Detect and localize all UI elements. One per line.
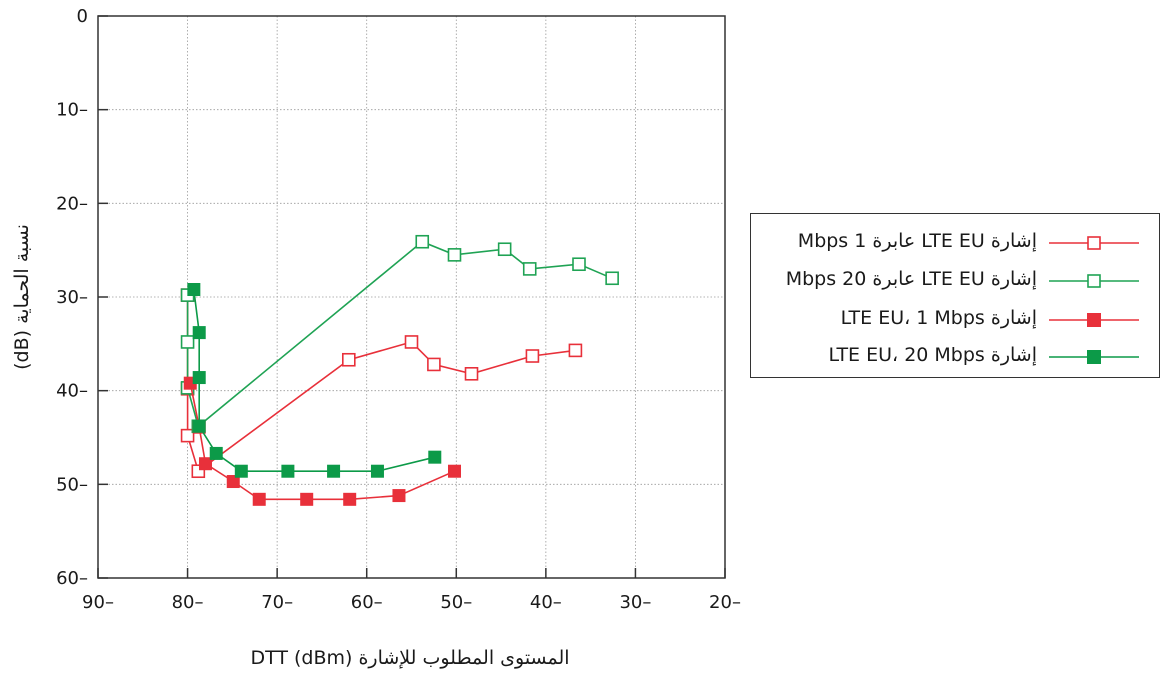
data-point (404, 335, 419, 349)
data-point (572, 257, 586, 272)
x-tick-label: 70– (261, 592, 293, 613)
legend-label: إشارة LTE EU، 1 Mbps (840, 307, 1037, 329)
data-point (192, 326, 206, 340)
y-tick-label: 20– (56, 193, 88, 214)
x-tick-label: 80– (172, 592, 204, 613)
legend-label: إشارة LTE EU عابرة 20 Mbps (785, 268, 1037, 290)
legend-label: إشارة LTE EU عابرة 1 Mbps (797, 230, 1037, 252)
data-point (341, 352, 356, 367)
data-point (198, 457, 212, 471)
legend-item: إشارة LTE EU، 20 Mbps (751, 338, 1159, 376)
data-point (234, 464, 248, 478)
series-1 (180, 288, 583, 479)
data-point (605, 271, 619, 286)
legend-swatch-filled-green (1049, 350, 1139, 364)
data-point (180, 428, 195, 443)
x-tick-label: 50– (440, 592, 472, 613)
x-axis-ticks: 90– 80– 70– 60– 50– 40– 30– 20– (82, 568, 741, 613)
series-line (193, 289, 435, 473)
x-axis-label: المستوى المطلوب للإشارة DTT (dBm) (250, 647, 569, 669)
legend-item: إشارة LTE EU، 1 Mbps (751, 301, 1159, 339)
data-point (300, 492, 314, 506)
series-4 (187, 283, 442, 478)
data-point (180, 335, 195, 349)
y-tick-label: 10– (56, 100, 88, 121)
y-tick-label: 30– (56, 287, 88, 308)
data-point (427, 357, 441, 372)
data-point (327, 464, 341, 478)
legend-item: إشارة LTE EU عابرة 1 Mbps (751, 224, 1159, 262)
data-point (392, 489, 406, 503)
data-point (370, 464, 384, 478)
legend-swatch-open-green (1049, 274, 1139, 288)
data-point (187, 283, 201, 297)
data-point (281, 464, 295, 478)
series-line (186, 240, 613, 428)
data-point (568, 343, 583, 358)
x-tick-label: 90– (82, 592, 114, 613)
series-layer (180, 234, 619, 506)
y-axis-label: نسبة الحماية (dB) (11, 224, 33, 370)
data-point (192, 371, 206, 385)
legend-swatch-filled-red (1049, 313, 1139, 327)
y-tick-label: 60– (56, 568, 88, 589)
data-point (447, 248, 462, 262)
x-tick-label: 30– (619, 592, 651, 613)
y-tick-label: 0 (77, 6, 88, 27)
data-point (226, 475, 240, 489)
data-point (525, 349, 540, 363)
data-point (343, 492, 357, 506)
y-tick-label: 40– (56, 381, 88, 402)
data-point (428, 450, 442, 464)
series-line (186, 295, 576, 473)
data-point (415, 234, 430, 249)
x-tick-label: 20– (709, 592, 741, 613)
legend-label: إشارة LTE EU، 20 Mbps (828, 344, 1037, 366)
y-axis-ticks: 0 10– 20– 30– 40– 50– 60– (56, 6, 108, 589)
data-point (447, 464, 461, 478)
data-point (497, 242, 512, 257)
data-point (209, 446, 223, 460)
y-tick-label: 50– (56, 474, 88, 495)
series-2 (180, 234, 619, 434)
data-point (522, 262, 537, 276)
x-tick-label: 40– (530, 592, 562, 613)
legend-item: إشارة LTE EU عابرة 20 Mbps (751, 262, 1159, 300)
data-point (252, 492, 266, 506)
legend: إشارة LTE EU عابرة 1 Mbps إشارة LTE EU ع… (750, 213, 1160, 378)
data-point (192, 419, 206, 433)
series-3 (183, 376, 461, 506)
legend-swatch-open-red (1049, 236, 1139, 250)
x-tick-label: 60– (351, 592, 383, 613)
data-point (464, 367, 479, 381)
